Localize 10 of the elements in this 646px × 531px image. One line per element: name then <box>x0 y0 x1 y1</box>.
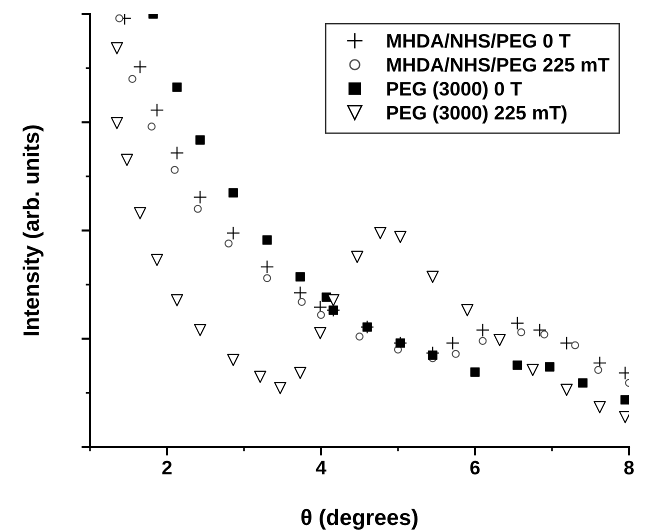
x-tick-label: 2 <box>162 460 172 474</box>
legend-label: PEG (3000) 225 mT) <box>387 105 566 124</box>
legend-label: MHDA/NHS/PEG 0 T <box>387 33 570 48</box>
legend-label: PEG (3000) 0 T <box>387 81 522 100</box>
x-tick-label: 8 <box>624 460 634 474</box>
x-tick-label: 6 <box>470 460 480 474</box>
y-axis-title: Intensity (arb. units) <box>22 125 44 336</box>
x-tick-label: 4 <box>316 460 326 474</box>
legend-label: MHDA/NHS/PEG 225 mT <box>387 57 610 72</box>
x-axis-title: θ (degrees) <box>301 508 418 530</box>
